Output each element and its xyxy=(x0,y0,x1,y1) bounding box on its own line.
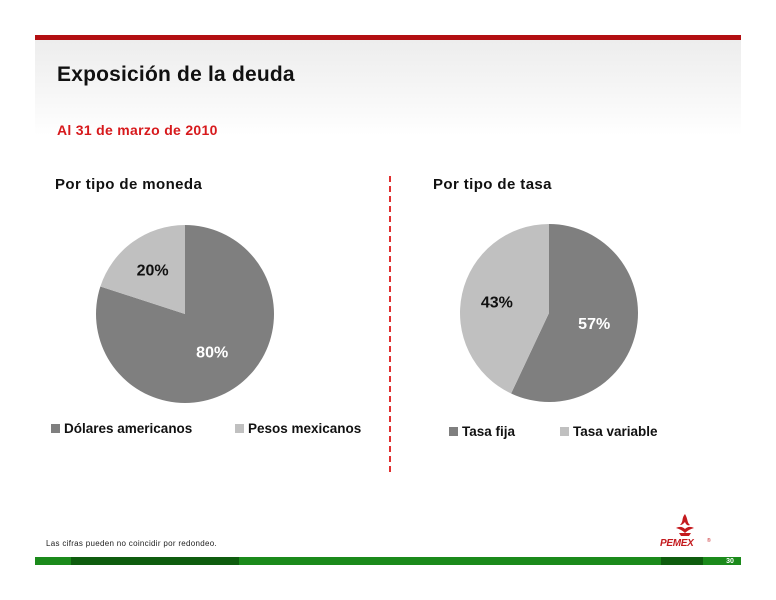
pie-data-label: 20% xyxy=(137,262,169,279)
left-chart-title: Por tipo de moneda xyxy=(55,176,203,193)
legend-label: Pesos mexicanos xyxy=(248,421,362,436)
pemex-logo: PEMEX ® xyxy=(659,514,711,550)
right-chart-title: Por tipo de tasa xyxy=(433,176,552,193)
slice-pesos-mexicanos xyxy=(100,225,185,314)
legend-item: Tasa variable xyxy=(560,424,658,439)
logo-registered-mark: ® xyxy=(707,538,711,544)
slide-subtitle: Al 31 de marzo de 2010 xyxy=(57,122,218,138)
pie-data-label: 57% xyxy=(578,316,610,333)
slide-title: Exposición de la deuda xyxy=(57,63,295,86)
legend-label: Dólares americanos xyxy=(64,421,193,436)
pie-data-label: 43% xyxy=(481,294,513,311)
legend-swatch xyxy=(235,424,244,433)
footer-accent-left xyxy=(71,557,239,565)
header-red-rule xyxy=(35,35,741,40)
slice-dolares-americanos xyxy=(96,225,275,403)
legend-item: Tasa fija xyxy=(449,424,560,439)
footer-accent-right xyxy=(661,557,703,565)
legend-swatch xyxy=(449,427,458,436)
footnote: Las cifras pueden no coincidir por redon… xyxy=(46,539,218,548)
legend-swatch xyxy=(51,424,60,433)
page-number: 30 xyxy=(726,558,734,565)
logo-text: PEMEX xyxy=(660,538,694,549)
legend-item: Dólares americanos xyxy=(51,421,235,436)
panel-divider xyxy=(389,176,391,472)
pemex-eagle-icon xyxy=(676,514,694,536)
currency-pie-chart: 80% 20% xyxy=(96,225,275,403)
legend-item: Pesos mexicanos xyxy=(235,421,361,436)
rate-legend: Tasa fija Tasa variable xyxy=(449,424,658,439)
legend-label: Tasa fija xyxy=(462,424,516,439)
footer-bar xyxy=(35,557,741,565)
pie-data-label: 80% xyxy=(196,344,228,361)
slice-tasa-variable xyxy=(460,224,549,394)
currency-legend: Dólares americanos Pesos mexicanos xyxy=(51,421,361,436)
slice-tasa-fija xyxy=(511,224,639,402)
rate-pie-chart: 57% 43% xyxy=(460,224,639,402)
slide-header xyxy=(35,36,741,136)
legend-label: Tasa variable xyxy=(573,424,658,439)
legend-swatch xyxy=(560,427,569,436)
